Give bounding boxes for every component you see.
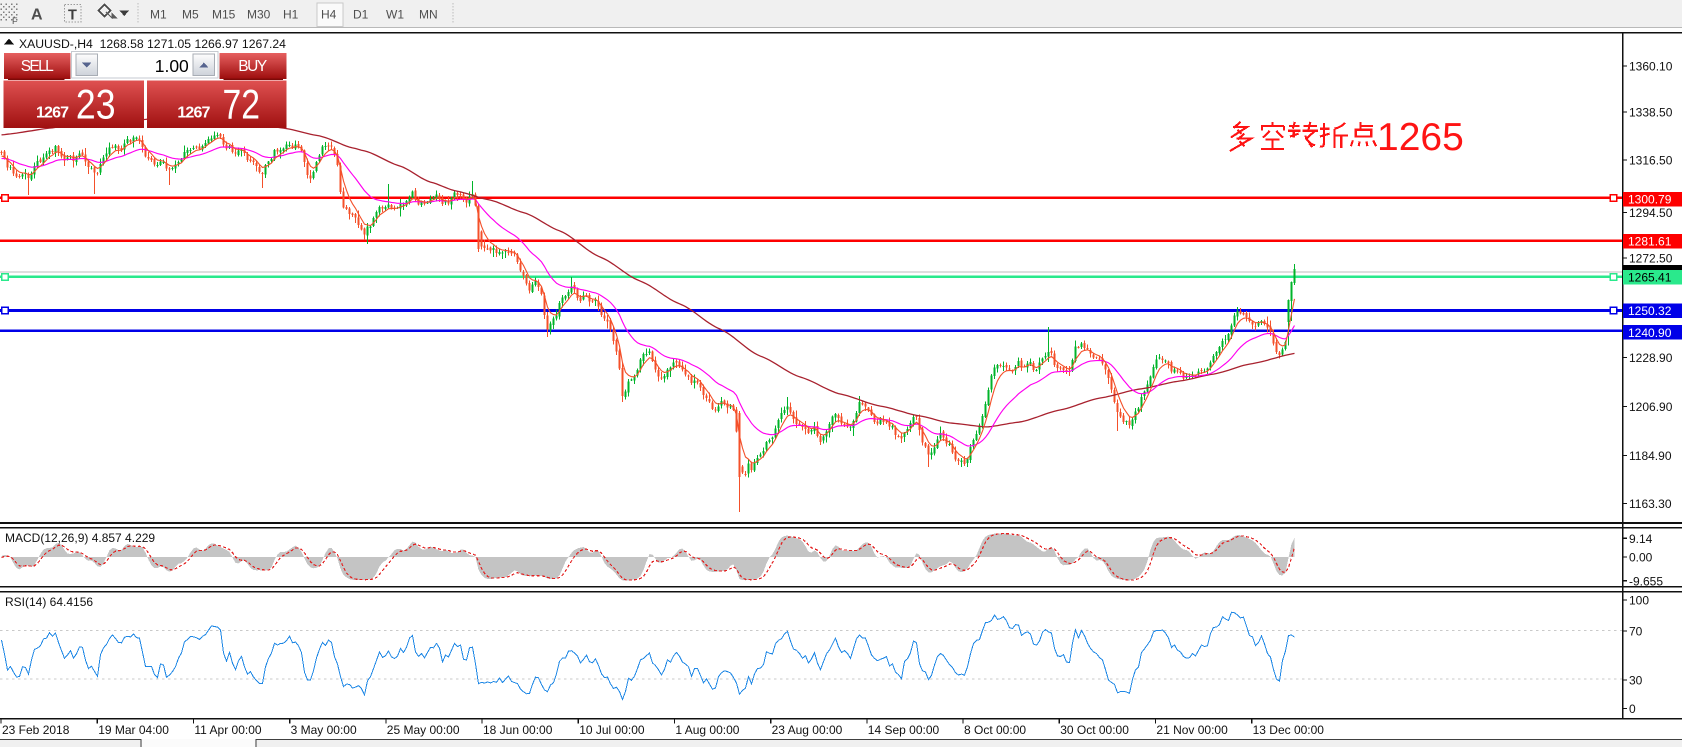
- svg-text:25 May 00:00: 25 May 00:00: [387, 723, 460, 737]
- svg-text:19 Mar 04:00: 19 Mar 04:00: [98, 723, 169, 737]
- svg-text:H1: H1: [283, 8, 299, 22]
- svg-text:SELL: SELL: [21, 58, 54, 75]
- svg-text:1281.61: 1281.61: [1628, 235, 1672, 249]
- svg-text:XAUUSD-,H4 1268.58 1271.05 12: XAUUSD-,H4 1268.58 1271.05 1266.97 1267.…: [19, 37, 286, 51]
- svg-text:8 Oct 00:00: 8 Oct 00:00: [964, 723, 1026, 737]
- svg-text:30: 30: [1629, 674, 1643, 688]
- svg-text:1265.41: 1265.41: [1628, 271, 1672, 285]
- svg-text:72: 72: [223, 80, 261, 127]
- svg-text:13 Dec 00:00: 13 Dec 00:00: [1253, 723, 1325, 737]
- svg-text:MN: MN: [419, 8, 438, 22]
- svg-text:BUY: BUY: [238, 58, 267, 75]
- svg-text:30 Oct 00:00: 30 Oct 00:00: [1060, 723, 1129, 737]
- svg-text:M1: M1: [150, 8, 167, 22]
- svg-text:1163.30: 1163.30: [1629, 497, 1672, 511]
- svg-text:A: A: [31, 7, 43, 24]
- svg-text:100: 100: [1629, 594, 1649, 608]
- svg-text:M5: M5: [182, 8, 199, 22]
- svg-text:M15: M15: [212, 8, 236, 22]
- svg-text:14 Sep 00:00: 14 Sep 00:00: [868, 723, 940, 737]
- svg-text:1338.50: 1338.50: [1629, 106, 1673, 120]
- svg-text:10 Jul 00:00: 10 Jul 00:00: [579, 723, 645, 737]
- svg-text:1267: 1267: [36, 105, 69, 122]
- svg-text:RSI(14) 64.4156: RSI(14) 64.4156: [5, 595, 93, 609]
- svg-text:1 Aug 00:00: 1 Aug 00:00: [675, 723, 739, 737]
- svg-text:1294.50: 1294.50: [1629, 206, 1673, 220]
- svg-text:T: T: [68, 8, 77, 24]
- svg-text:F: F: [12, 16, 18, 26]
- svg-text:D1: D1: [353, 8, 369, 22]
- svg-text:9.14: 9.14: [1629, 532, 1653, 546]
- svg-text:1206.90: 1206.90: [1629, 400, 1673, 414]
- svg-text:1272.50: 1272.50: [1629, 252, 1673, 266]
- svg-text:11 Apr 00:00: 11 Apr 00:00: [194, 723, 261, 737]
- svg-text:-9.655: -9.655: [1629, 574, 1663, 588]
- svg-text:1267: 1267: [177, 105, 210, 122]
- svg-text:1360.10: 1360.10: [1629, 60, 1673, 74]
- svg-text:M30: M30: [247, 8, 271, 22]
- svg-text:1265: 1265: [1377, 116, 1464, 159]
- svg-text:23 Aug 00:00: 23 Aug 00:00: [772, 723, 843, 737]
- svg-text:MACD(12,26,9) 4.857 4.229: MACD(12,26,9) 4.857 4.229: [5, 531, 155, 545]
- svg-text:1300.79: 1300.79: [1628, 193, 1672, 207]
- svg-text:1250.32: 1250.32: [1628, 304, 1672, 318]
- svg-text:1240.90: 1240.90: [1628, 326, 1672, 340]
- svg-text:3 May 00:00: 3 May 00:00: [291, 723, 357, 737]
- svg-text:0.00: 0.00: [1629, 551, 1653, 565]
- svg-text:21 Nov 00:00: 21 Nov 00:00: [1156, 723, 1228, 737]
- svg-text:1.00: 1.00: [155, 56, 189, 76]
- svg-text:H4: H4: [321, 8, 337, 22]
- svg-text:1316.50: 1316.50: [1629, 154, 1673, 168]
- svg-text:1184.90: 1184.90: [1629, 449, 1672, 463]
- svg-text:1228.90: 1228.90: [1629, 351, 1673, 365]
- svg-text:18 Jun 00:00: 18 Jun 00:00: [483, 723, 553, 737]
- svg-text:70: 70: [1629, 625, 1643, 639]
- svg-text:23: 23: [76, 80, 116, 127]
- svg-text:0: 0: [1629, 702, 1636, 716]
- svg-text:W1: W1: [386, 8, 404, 22]
- svg-text:23 Feb 2018: 23 Feb 2018: [2, 723, 70, 737]
